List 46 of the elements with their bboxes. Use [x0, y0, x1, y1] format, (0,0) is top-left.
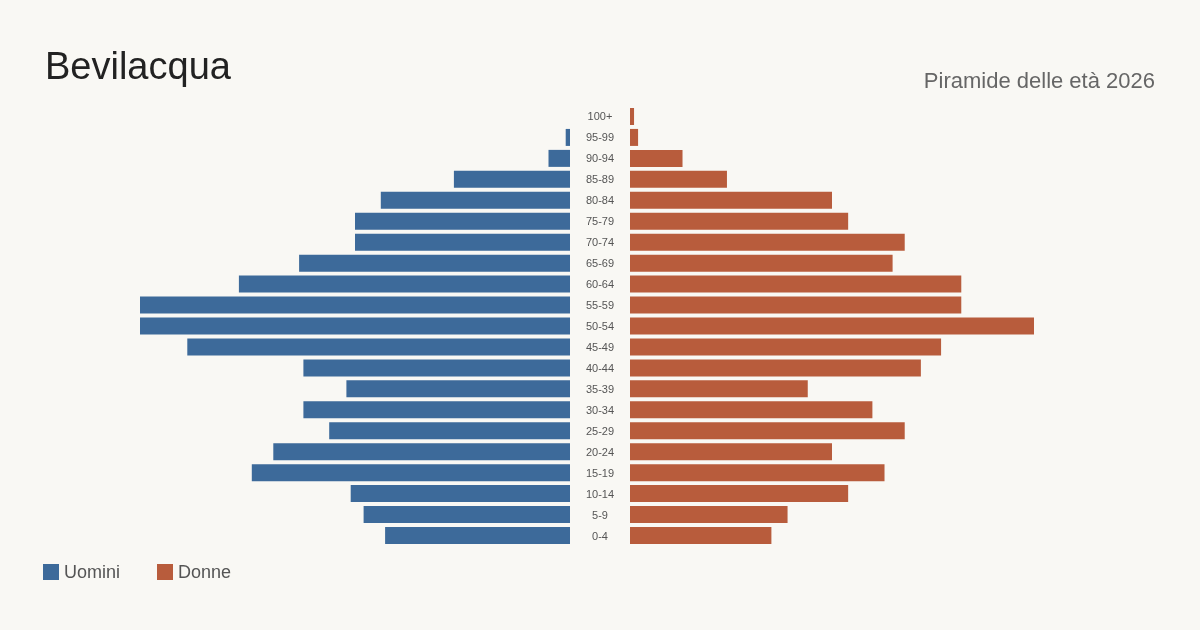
y-tick-label: 75-79 — [585, 215, 615, 228]
y-tick-label: 15-19 — [585, 466, 615, 479]
y-tick-label: 5-9 — [592, 508, 608, 521]
bar — [630, 506, 788, 524]
bar — [630, 464, 885, 482]
bar — [630, 359, 921, 377]
y-tick-label: 0-4 — [592, 529, 608, 542]
bar — [630, 401, 873, 419]
y-tick-label: 35-39 — [585, 382, 615, 395]
bar — [630, 212, 849, 230]
y-tick-label: 25-29 — [585, 424, 615, 437]
y-tick-label: 90-94 — [585, 152, 615, 165]
bar — [630, 191, 832, 209]
bar — [630, 527, 772, 545]
bar — [630, 317, 1034, 335]
bar — [630, 485, 849, 503]
y-tick-label: 45-49 — [585, 340, 615, 353]
y-tick-label: 40-44 — [585, 361, 615, 374]
y-tick-label: 10-14 — [585, 487, 615, 500]
bar — [630, 296, 962, 314]
bar — [630, 380, 808, 398]
bar — [630, 170, 727, 188]
legend-label: Uomini — [64, 562, 121, 582]
y-tick-label: 95-99 — [585, 131, 615, 144]
legend-label: Donne — [178, 562, 232, 582]
bar — [630, 338, 942, 356]
bar — [630, 443, 832, 461]
y-tick-label: 55-59 — [585, 299, 615, 312]
bar — [630, 233, 905, 251]
y-tick-label: 65-69 — [585, 257, 615, 270]
y-tick-label: 60-64 — [585, 278, 615, 291]
chart-subtitle: Piramide delle età 2026 — [923, 67, 1156, 93]
y-tick-label: 80-84 — [585, 194, 615, 207]
y-tick-label: 85-89 — [585, 173, 615, 186]
chart-title: Bevilacqua — [45, 45, 232, 87]
y-tick-label: 30-34 — [585, 403, 615, 416]
y-tick-label: 100+ — [587, 110, 613, 123]
bar — [630, 128, 639, 146]
y-tick-label: 50-54 — [585, 320, 615, 332]
y-tick-label: 70-74 — [585, 236, 615, 249]
bar — [630, 422, 905, 440]
bar — [630, 107, 635, 125]
y-tick-label: 20-24 — [585, 445, 615, 458]
bar — [630, 275, 962, 293]
bar — [630, 149, 683, 167]
bar — [630, 254, 893, 272]
